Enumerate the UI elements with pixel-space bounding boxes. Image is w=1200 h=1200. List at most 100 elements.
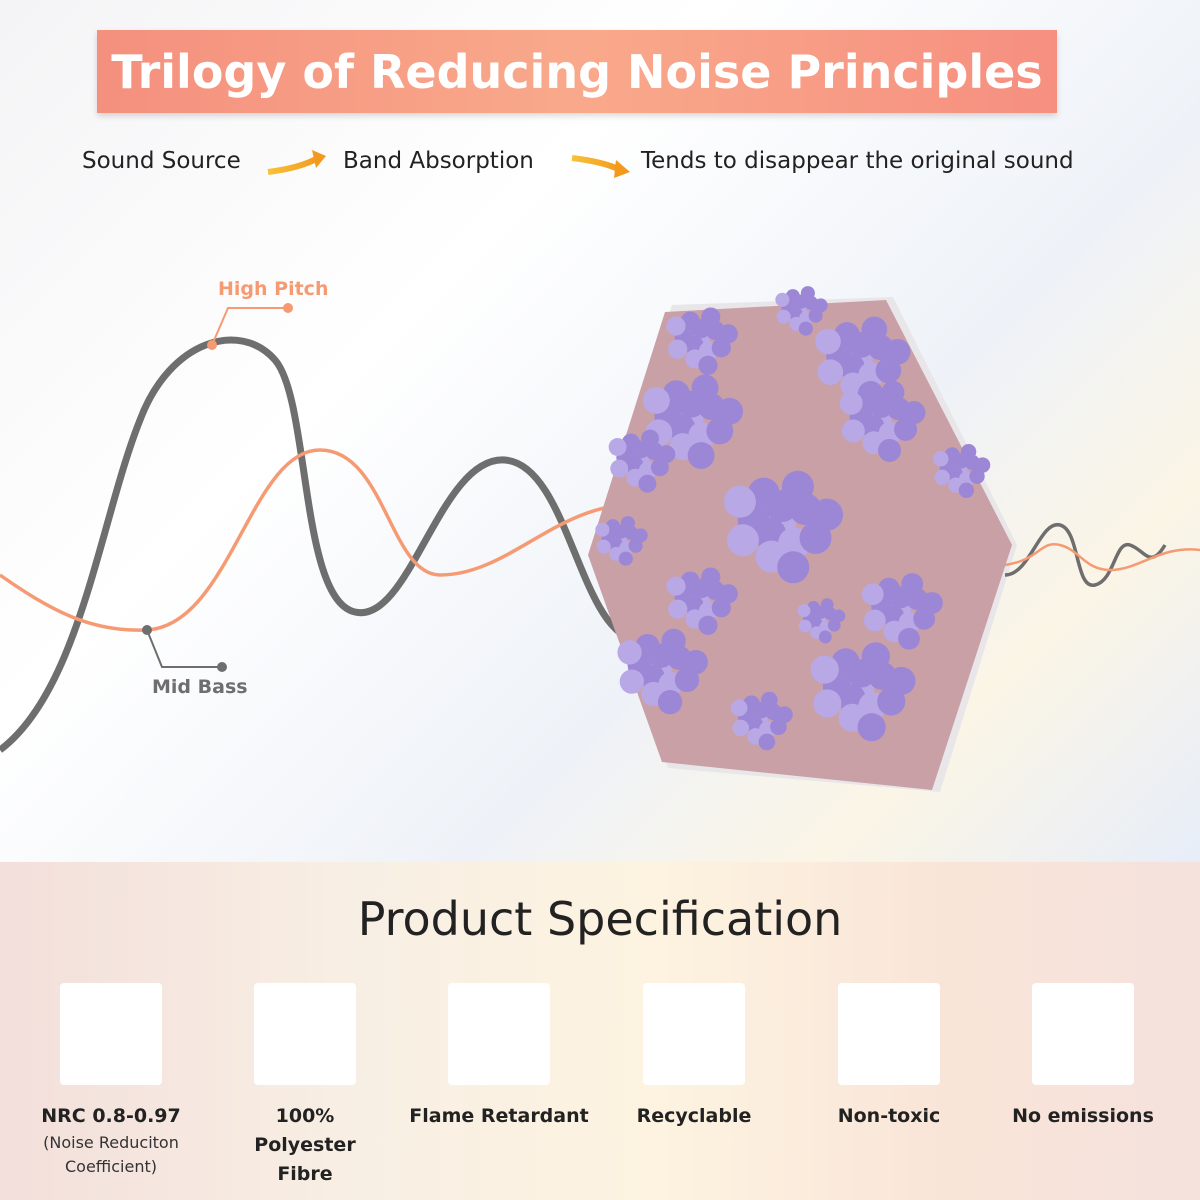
flower <box>797 604 811 618</box>
acoustic-panel <box>588 286 1017 792</box>
sound-wave <box>1004 542 1200 572</box>
flower <box>668 599 688 619</box>
flower <box>595 522 610 537</box>
flower <box>815 328 841 355</box>
wave-label: Mid Bass <box>152 676 248 698</box>
flower <box>698 615 718 635</box>
flower <box>933 451 949 467</box>
flower <box>701 307 721 327</box>
flower <box>758 733 776 751</box>
spec-label: Flame Retardant <box>409 1105 589 1127</box>
flower <box>668 339 688 359</box>
spec-icon-box <box>643 983 745 1085</box>
flower <box>777 551 810 584</box>
flower <box>958 482 975 498</box>
flower <box>798 321 813 336</box>
spec-label: No emissions <box>1012 1105 1154 1127</box>
flower <box>641 429 659 448</box>
spec-icon-box <box>254 983 356 1085</box>
title-banner: Trilogy of Reducing Noise Principles <box>97 30 1057 113</box>
flower <box>798 619 812 633</box>
flow-step: Band Absorption <box>343 148 534 174</box>
spec-icon-box <box>1032 983 1134 1085</box>
flower <box>723 485 756 518</box>
flower <box>781 470 814 503</box>
flower <box>817 359 844 386</box>
flower <box>820 598 834 612</box>
flower <box>818 630 832 644</box>
flower <box>800 286 815 301</box>
flower <box>878 438 902 462</box>
spec-label: 100% Polyester Fibre <box>254 1105 356 1185</box>
flower <box>608 438 627 456</box>
flower <box>666 576 686 596</box>
leader-dot <box>217 662 227 672</box>
flower <box>633 528 648 543</box>
spec-item: Non-toxic <box>799 1102 979 1131</box>
flower <box>887 666 916 695</box>
flower <box>617 640 642 665</box>
flower <box>718 584 738 604</box>
arrow <box>267 155 320 175</box>
spec-background <box>0 862 1200 1200</box>
flower <box>839 391 863 415</box>
spec-item: NRC 0.8-0.97 (Noise Reduciton Coefficient… <box>21 1102 201 1179</box>
spec-icon-box <box>448 983 550 1085</box>
flower <box>666 316 686 336</box>
arrow <box>571 155 622 173</box>
title: Trilogy of Reducing Noise Principles <box>111 44 1043 99</box>
flower <box>620 516 635 531</box>
flower <box>642 387 670 414</box>
spec-label: Recyclable <box>636 1105 752 1127</box>
flower <box>861 642 890 671</box>
flower <box>813 298 828 313</box>
spec-label: NRC 0.8-0.97 <box>41 1105 181 1127</box>
flower <box>898 627 920 650</box>
flower <box>901 573 924 595</box>
flower <box>810 655 839 684</box>
flower <box>921 592 943 614</box>
flower <box>811 498 844 531</box>
flow-step: Tends to disappear the original sound <box>641 148 1074 174</box>
flower <box>657 445 676 464</box>
spec-title: Product Specification <box>357 892 843 946</box>
sound-wave <box>0 448 641 632</box>
flower <box>701 567 721 587</box>
leader-dot <box>142 625 152 635</box>
flower <box>861 583 884 606</box>
wave-label: High Pitch <box>218 278 329 300</box>
flower <box>691 374 719 402</box>
icons <box>66 992 1103 1071</box>
flower <box>960 443 977 460</box>
leader <box>146 629 222 668</box>
flower <box>884 338 911 365</box>
flower <box>813 689 842 718</box>
spec-item: No emissions <box>993 1102 1173 1131</box>
flower <box>776 309 791 324</box>
spec-item: Recyclable <box>604 1102 784 1131</box>
flower <box>726 524 759 557</box>
flower <box>716 397 743 425</box>
flower <box>832 609 846 623</box>
flower <box>863 609 886 632</box>
flower <box>902 401 926 425</box>
flower <box>775 292 790 307</box>
flower <box>618 551 633 566</box>
flower <box>610 459 629 478</box>
leader-dot <box>283 303 293 313</box>
flower <box>638 474 657 493</box>
flow-step: Sound Source <box>82 148 241 174</box>
flower <box>881 380 905 404</box>
spec-label: Non-toxic <box>837 1105 941 1127</box>
flower <box>619 669 644 694</box>
sound-wave <box>1004 523 1167 587</box>
flower <box>857 713 886 742</box>
flower <box>761 691 778 709</box>
spec-item: 100% Polyester Fibre <box>225 1102 385 1189</box>
flower <box>776 706 793 723</box>
flower <box>730 699 748 717</box>
flower <box>698 355 718 375</box>
flower <box>683 649 708 675</box>
